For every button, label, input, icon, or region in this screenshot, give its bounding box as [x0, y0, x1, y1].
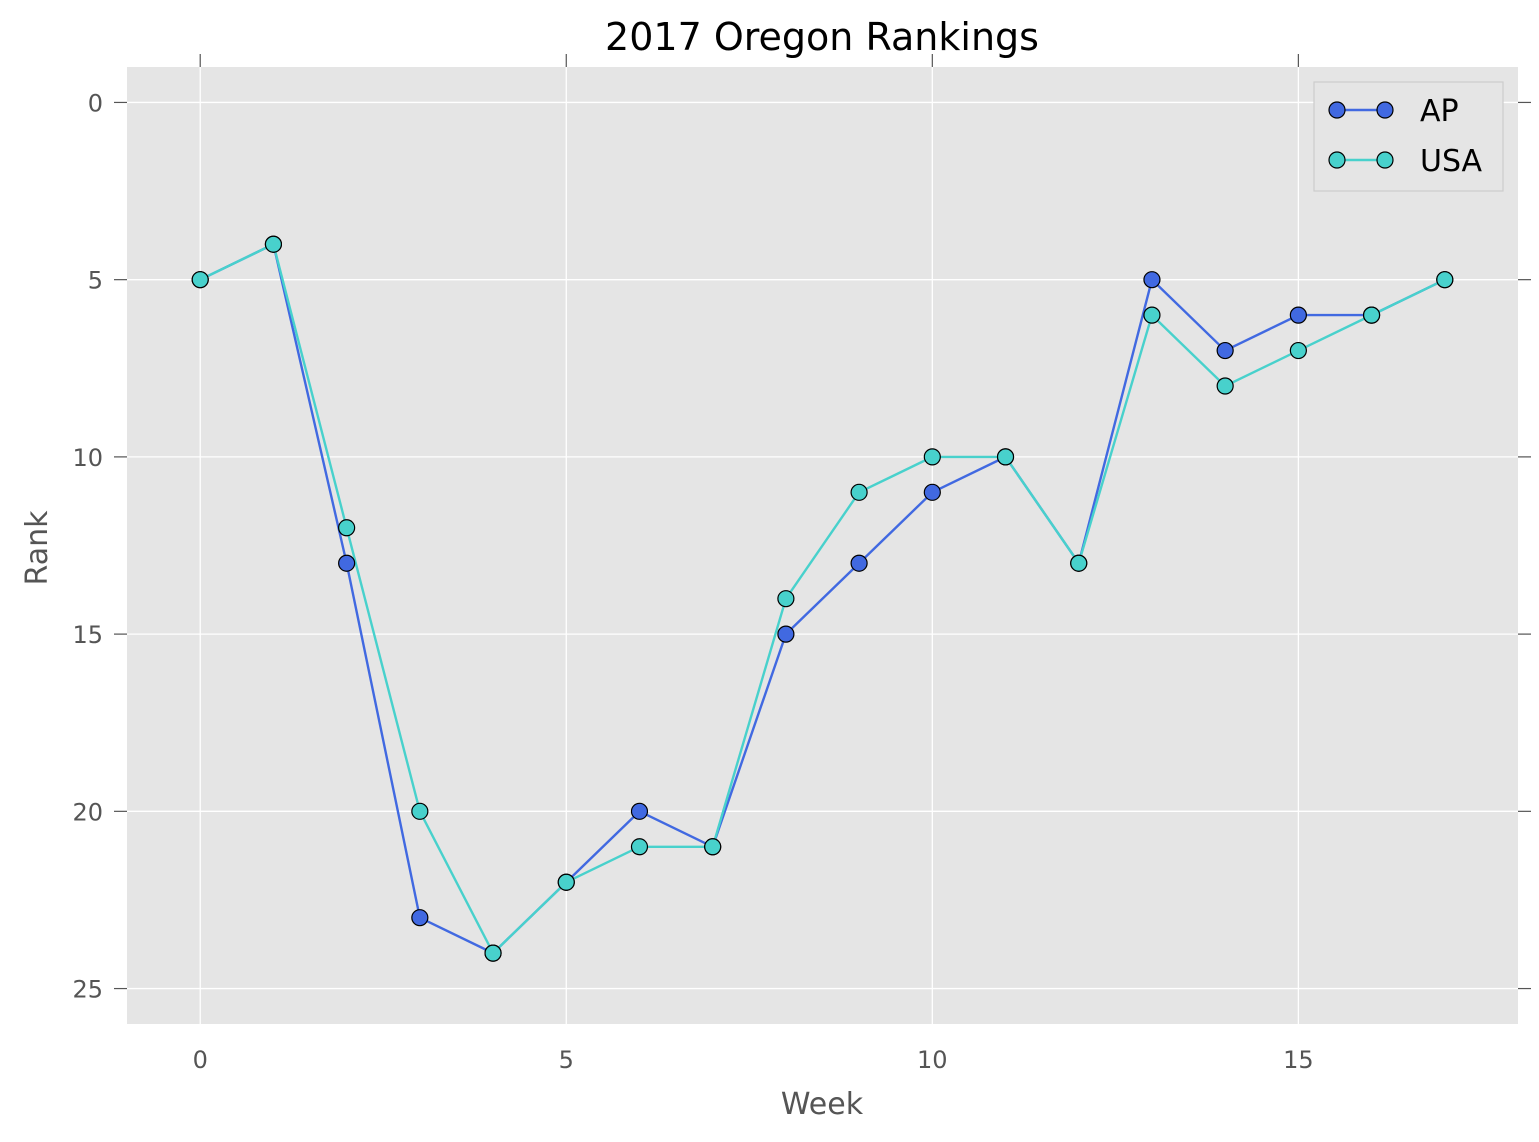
- data-point-usa: [411, 802, 429, 820]
- data-point-usa: [1143, 306, 1161, 324]
- data-point-usa: [850, 483, 868, 501]
- legend-marker-usa: [1328, 151, 1346, 169]
- data-point-usa: [630, 838, 649, 856]
- data-point-usa: [1070, 554, 1088, 572]
- legend-label-usa: USA: [1420, 144, 1483, 179]
- y-tick-label: 5: [88, 267, 103, 295]
- data-point-usa: [264, 235, 283, 253]
- y-tick-label: 20: [72, 798, 103, 826]
- series-layer: [191, 235, 1454, 962]
- data-point-usa: [1362, 306, 1381, 324]
- data-point-ap: [1216, 341, 1234, 360]
- y-tick-label: 15: [72, 621, 103, 649]
- legend-label-ap: AP: [1420, 94, 1459, 129]
- data-point-usa: [557, 873, 575, 891]
- legend-marker-ap: [1328, 101, 1346, 119]
- data-point-usa: [1436, 271, 1454, 289]
- data-point-ap: [923, 483, 941, 501]
- data-point-ap: [338, 554, 356, 572]
- legend-marker-usa: [1376, 151, 1394, 169]
- data-point-usa: [1216, 377, 1234, 395]
- data-point-usa: [704, 838, 722, 856]
- legend-marker-ap: [1376, 101, 1394, 119]
- y-tick-label: 25: [72, 976, 103, 1004]
- grid-lines: [127, 67, 1518, 1024]
- data-point-usa: [777, 590, 795, 608]
- data-point-usa: [923, 448, 941, 466]
- y-tick-label: 0: [88, 89, 103, 117]
- data-point-usa: [996, 448, 1015, 466]
- data-point-usa: [484, 944, 502, 962]
- x-tick-label: 10: [917, 1046, 948, 1074]
- data-point-ap: [1289, 306, 1307, 324]
- legend: AP USA: [1313, 81, 1504, 192]
- data-point-ap: [850, 554, 868, 572]
- axis-ticks: 0 5 10 15 0 5 10 15 20 25: [72, 54, 1531, 1074]
- x-tick-label: 15: [1283, 1046, 1314, 1074]
- legend-frame: [1313, 81, 1504, 192]
- series-line-ap: [199, 243, 1446, 955]
- data-point-ap: [411, 909, 429, 927]
- data-point-usa: [191, 271, 209, 289]
- y-axis-label: Rank: [20, 510, 55, 586]
- data-point-usa: [338, 519, 356, 537]
- data-point-usa: [1289, 341, 1307, 360]
- x-tick-label: 5: [559, 1046, 574, 1074]
- x-axis-label: Week: [781, 1087, 864, 1122]
- x-tick-label: 0: [193, 1046, 208, 1074]
- series-line-usa: [199, 243, 1446, 955]
- y-tick-label: 10: [72, 444, 103, 472]
- data-point-ap: [777, 625, 795, 643]
- data-point-ap: [630, 802, 649, 820]
- chart-title: 2017 Oregon Rankings: [605, 15, 1039, 59]
- data-point-ap: [1143, 271, 1161, 289]
